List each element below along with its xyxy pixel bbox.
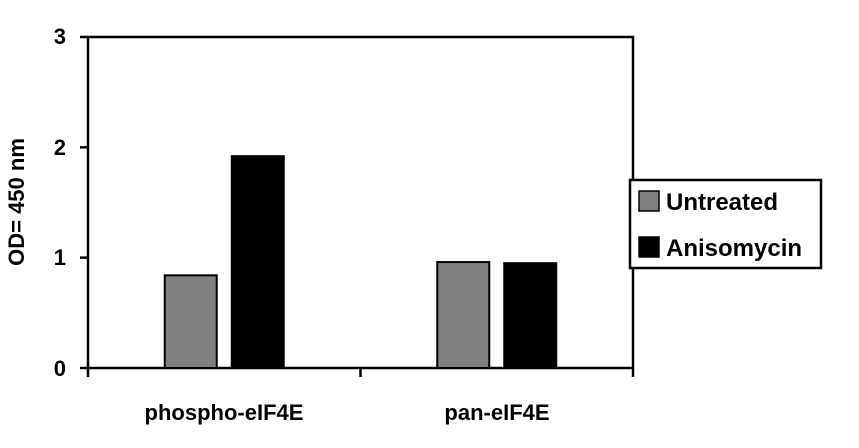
y-tick-label-0: 0	[54, 356, 66, 381]
axis-ticks	[80, 35, 635, 377]
bar-untreated-pan-eif4e	[436, 261, 491, 369]
bars	[163, 155, 558, 370]
bar-untreated-phospho-eif4e	[163, 274, 218, 370]
bar-anisomycin-phospho-eif4e	[230, 155, 285, 369]
y-axis-tick-labels: 0 1 2 3	[54, 24, 66, 381]
legend-swatch-anisomycin	[638, 236, 660, 258]
y-axis-label: OD= 450 nm	[4, 138, 29, 266]
bar-anisomycin-pan-eif4e	[503, 262, 558, 369]
y-tick-label-3: 3	[54, 24, 66, 49]
legend-label-untreated: Untreated	[666, 189, 778, 216]
category-label-phospho-eif4e: phospho-eIF4E	[145, 400, 304, 425]
legend-label-anisomycin: Anisomycin	[666, 235, 802, 262]
y-tick-label-1: 1	[54, 245, 66, 270]
legend-frame	[628, 178, 823, 270]
legend: Untreated Anisomycin	[628, 178, 823, 270]
x-axis-category-labels: phospho-eIF4E pan-eIF4E	[145, 400, 550, 425]
category-label-pan-eif4e: pan-eIF4E	[444, 400, 549, 425]
legend-swatch-untreated	[638, 190, 660, 212]
plot-area	[80, 35, 635, 377]
y-tick-label-2: 2	[54, 135, 66, 160]
